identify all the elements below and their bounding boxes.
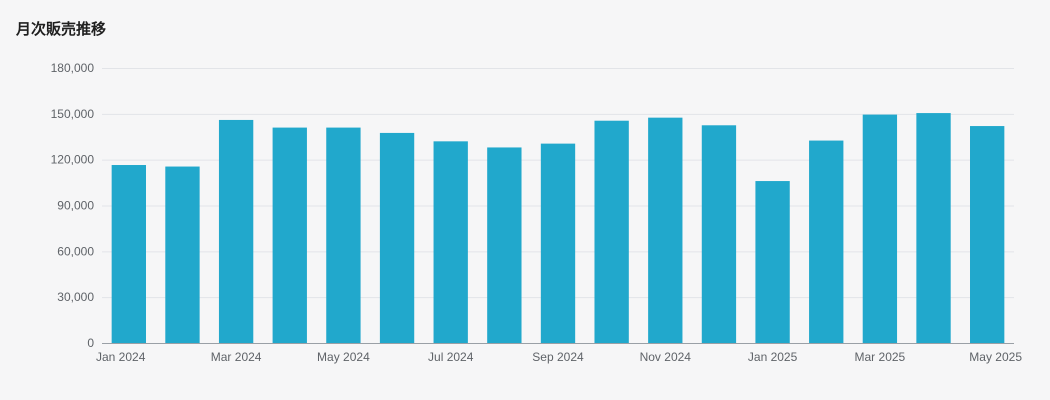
y-tick-label: 120,000 xyxy=(51,153,95,167)
bar xyxy=(540,143,576,343)
bar xyxy=(487,147,522,343)
y-tick-label: 0 xyxy=(87,336,94,350)
x-tick-label: Mar 2025 xyxy=(855,350,906,364)
x-tick-label: Mar 2024 xyxy=(211,350,262,364)
y-tick-label: 30,000 xyxy=(57,290,94,304)
bar xyxy=(970,126,1005,343)
x-tick-label: Nov 2024 xyxy=(640,350,692,364)
bar xyxy=(165,166,200,343)
bar xyxy=(272,127,307,343)
y-tick-label: 180,000 xyxy=(51,61,95,75)
bar xyxy=(379,132,415,343)
x-tick-label: May 2025 xyxy=(969,350,1022,364)
y-tick-label: 60,000 xyxy=(57,244,94,258)
bar xyxy=(594,120,629,343)
x-tick-label: Jan 2024 xyxy=(96,350,146,364)
bar xyxy=(218,119,254,343)
chart-title: 月次販売推移 xyxy=(16,20,107,38)
x-tick-label: Jan 2025 xyxy=(748,350,798,364)
bar xyxy=(648,117,683,344)
bar xyxy=(755,181,790,343)
y-tick-label: 150,000 xyxy=(51,107,95,121)
x-tick-label: May 2024 xyxy=(317,350,370,364)
bar xyxy=(809,140,844,343)
y-tick-label: 90,000 xyxy=(57,199,94,213)
bar xyxy=(701,125,737,344)
x-tick-label: Jul 2024 xyxy=(428,350,474,364)
bar xyxy=(433,141,468,343)
bar xyxy=(326,127,361,343)
bar xyxy=(111,165,146,343)
bar xyxy=(862,114,898,343)
bar xyxy=(916,113,951,343)
x-tick-label: Sep 2024 xyxy=(532,350,584,364)
